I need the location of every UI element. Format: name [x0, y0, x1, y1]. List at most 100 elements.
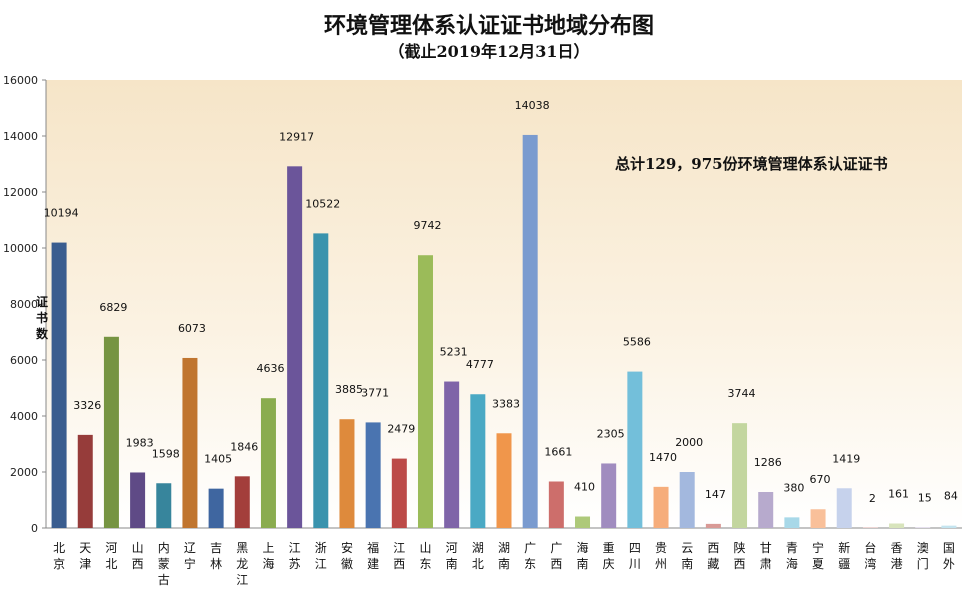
- bar-宁夏: [810, 509, 826, 528]
- bar-山西: [130, 472, 146, 528]
- bar-广西: [548, 481, 564, 528]
- bar-河北: [103, 336, 119, 528]
- bar-澳门: [915, 527, 931, 528]
- value-label: 6829: [99, 301, 127, 314]
- category-label: 贵州: [655, 541, 667, 571]
- category-label: 浙江: [315, 541, 327, 571]
- value-label: 410: [574, 481, 595, 494]
- value-label: 2305: [597, 427, 625, 440]
- y-tick-label: 6000: [10, 354, 38, 367]
- bar-贵州: [653, 486, 669, 528]
- category-label: 四川: [629, 541, 641, 571]
- bar-天津: [77, 434, 93, 528]
- bar-北京: [51, 242, 67, 528]
- bar-江苏: [287, 166, 303, 528]
- category-label: 河南: [446, 541, 458, 571]
- bars: [51, 134, 957, 528]
- value-label: 9742: [413, 219, 441, 232]
- y-tick-label: 10000: [3, 242, 38, 255]
- value-label: 15: [918, 492, 932, 505]
- value-label: 3326: [73, 399, 101, 412]
- category-label: 天津: [79, 541, 91, 571]
- bar-湖北: [470, 394, 486, 528]
- category-label: 重庆: [603, 541, 615, 571]
- category-label: 湖南: [498, 540, 510, 571]
- y-axis-label: 证书数: [36, 295, 49, 341]
- y-tick-label: 14000: [3, 130, 38, 143]
- y-tick-label: 12000: [3, 186, 38, 199]
- category-label: 福建: [367, 540, 379, 571]
- value-label: 5231: [440, 346, 468, 359]
- bar-山东: [417, 255, 433, 528]
- category-label: 北京: [53, 541, 65, 571]
- bar-安徽: [339, 419, 355, 528]
- value-label: 2: [869, 492, 876, 505]
- bar-内蒙古: [156, 483, 172, 528]
- category-label: 山西: [132, 541, 144, 571]
- category-label: 国外: [943, 541, 955, 571]
- value-label: 6073: [178, 322, 206, 335]
- category-label: 湖北: [472, 540, 484, 571]
- value-label: 1419: [832, 452, 860, 465]
- bar-吉林: [208, 488, 224, 528]
- y-tick-label: 16000: [3, 74, 38, 87]
- value-label: 1598: [152, 447, 180, 460]
- value-label: 3383: [492, 397, 520, 410]
- category-label: 新疆: [838, 540, 850, 571]
- category-label: 安徽: [341, 540, 353, 571]
- category-label: 江苏: [289, 541, 301, 571]
- bar-江西: [391, 458, 407, 528]
- y-tick-label: 8000: [10, 298, 38, 311]
- category-label: 宁夏: [812, 540, 824, 571]
- category-label: 山东: [419, 541, 431, 571]
- category-label: 内蒙古: [158, 541, 170, 587]
- category-label: 青海: [786, 541, 798, 571]
- category-label: 黑龙江: [236, 541, 248, 587]
- bar-河南: [444, 381, 460, 528]
- value-label: 10522: [305, 197, 340, 210]
- category-label: 甘肃: [760, 541, 772, 571]
- bar-辽宁: [182, 357, 198, 528]
- bar-湖南: [496, 433, 512, 528]
- value-label: 3744: [728, 387, 756, 400]
- value-label: 4636: [256, 362, 284, 375]
- category-label: 澳门: [917, 541, 929, 571]
- bar-香港: [889, 523, 905, 528]
- bar-四川: [627, 371, 643, 528]
- value-label: 1405: [204, 453, 232, 466]
- value-label: 670: [810, 473, 831, 486]
- value-label: 84: [944, 490, 958, 503]
- value-label: 1983: [126, 436, 154, 449]
- chart-subtitle: （截止2019年12月31日）: [388, 42, 590, 61]
- value-label: 147: [705, 488, 726, 501]
- category-label: 辽宁: [184, 541, 196, 571]
- value-label: 3885: [335, 383, 363, 396]
- bar-甘肃: [758, 491, 774, 528]
- bar-上海: [260, 398, 276, 528]
- chart-title: 环境管理体系认证证书地域分布图: [323, 13, 654, 39]
- value-label: 1286: [754, 456, 782, 469]
- category-label: 香港: [891, 541, 903, 571]
- value-label: 4777: [466, 358, 494, 371]
- y-tick-label: 4000: [10, 410, 38, 423]
- category-label: 台湾: [864, 540, 876, 571]
- y-tick-label: 0: [31, 522, 38, 535]
- total-annotation: 总计129，975份环境管理体系认证证书: [615, 155, 888, 173]
- bar-福建: [365, 422, 381, 528]
- value-label: 2000: [675, 436, 703, 449]
- category-label: 吉林: [210, 541, 222, 571]
- value-label: 3771: [361, 386, 389, 399]
- value-label: 1846: [230, 440, 258, 453]
- bar-重庆: [601, 463, 617, 528]
- bar-黑龙江: [234, 476, 250, 528]
- value-label: 10194: [44, 207, 79, 220]
- value-label: 161: [888, 487, 909, 500]
- bar-海南: [575, 516, 591, 528]
- value-label: 12917: [279, 130, 314, 143]
- bar-新疆: [836, 488, 852, 528]
- bar-青海: [784, 517, 800, 528]
- value-label: 1661: [544, 445, 572, 458]
- value-label: 14038: [515, 99, 550, 112]
